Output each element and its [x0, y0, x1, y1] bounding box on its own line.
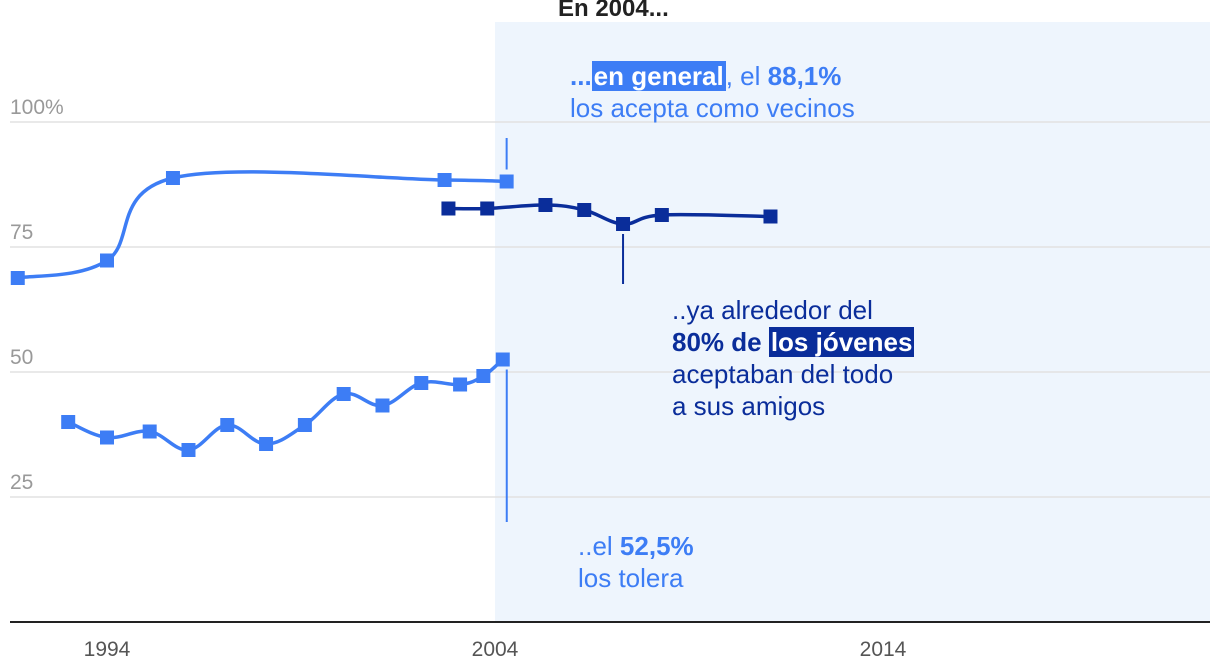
annotation-general: ...en general, el 88,1% los acepta como …: [570, 60, 855, 124]
data-point: [499, 174, 514, 189]
annotation-general-value: 88,1%: [767, 61, 842, 91]
data-point: [476, 369, 491, 383]
data-point: [763, 209, 778, 224]
annotation-tolera-line1: ..el 52,5%: [578, 530, 694, 562]
annotation-general-highlight: en general: [591, 61, 726, 91]
annotation-jovenes-line4: a sus amigos: [672, 391, 826, 421]
data-point: [100, 430, 114, 445]
annotation-general-line1: ...en general, el 88,1%: [570, 60, 855, 92]
data-point: [375, 398, 390, 413]
x-tick-label: 1994: [84, 638, 131, 661]
data-point: [495, 352, 510, 367]
annotation-jovenes-line2: 80% de los jóvenes: [672, 326, 915, 358]
annotation-tolera-value: 52,5%: [619, 531, 694, 561]
data-point: [480, 201, 495, 216]
annotation-jovenes-highlight: los jóvenes: [768, 327, 915, 357]
data-point: [336, 387, 351, 401]
data-point: [414, 376, 429, 390]
data-point: [297, 418, 312, 432]
annotation-general-line2: los acepta como vecinos: [570, 93, 855, 123]
annotation-jovenes-line1: ..ya alrededor del: [672, 295, 873, 325]
data-point: [616, 217, 631, 231]
data-point: [259, 437, 274, 451]
annotation-tolera-prefix: ..el: [578, 531, 620, 561]
y-tick-label: 100%: [10, 96, 64, 119]
series-line-3: [67, 358, 504, 452]
data-point: [577, 203, 592, 217]
x-tick-label: 2014: [860, 638, 907, 661]
data-point: [441, 201, 456, 216]
annotation-jovenes-value: 80% de: [672, 327, 769, 357]
data-point: [165, 171, 180, 185]
data-point: [220, 418, 235, 432]
y-tick-label: 25: [10, 471, 33, 494]
annotation-tolera: ..el 52,5% los tolera: [578, 530, 694, 594]
chart-title: En 2004...: [558, 0, 669, 22]
y-tick-label: 75: [10, 221, 33, 244]
annotation-jovenes-line3: aceptaban del todo: [672, 359, 894, 389]
data-point: [654, 208, 669, 222]
data-point: [437, 173, 452, 187]
data-point: [142, 424, 157, 439]
annotation-general-middle: , el: [725, 61, 768, 91]
y-tick-label: 50: [10, 346, 33, 369]
annotation-jovenes: ..ya alrededor del 80% de los jóvenes ac…: [672, 294, 915, 422]
data-point: [181, 443, 196, 457]
data-point: [538, 198, 553, 212]
series-line-1: [17, 170, 507, 280]
data-point: [10, 271, 25, 285]
annotation-tolera-line2: los tolera: [578, 563, 684, 593]
annotation-general-prefix: ...: [570, 61, 592, 91]
data-point: [453, 377, 468, 392]
x-tick-label: 2004: [472, 638, 519, 661]
data-point: [100, 253, 114, 268]
data-point: [61, 415, 76, 429]
